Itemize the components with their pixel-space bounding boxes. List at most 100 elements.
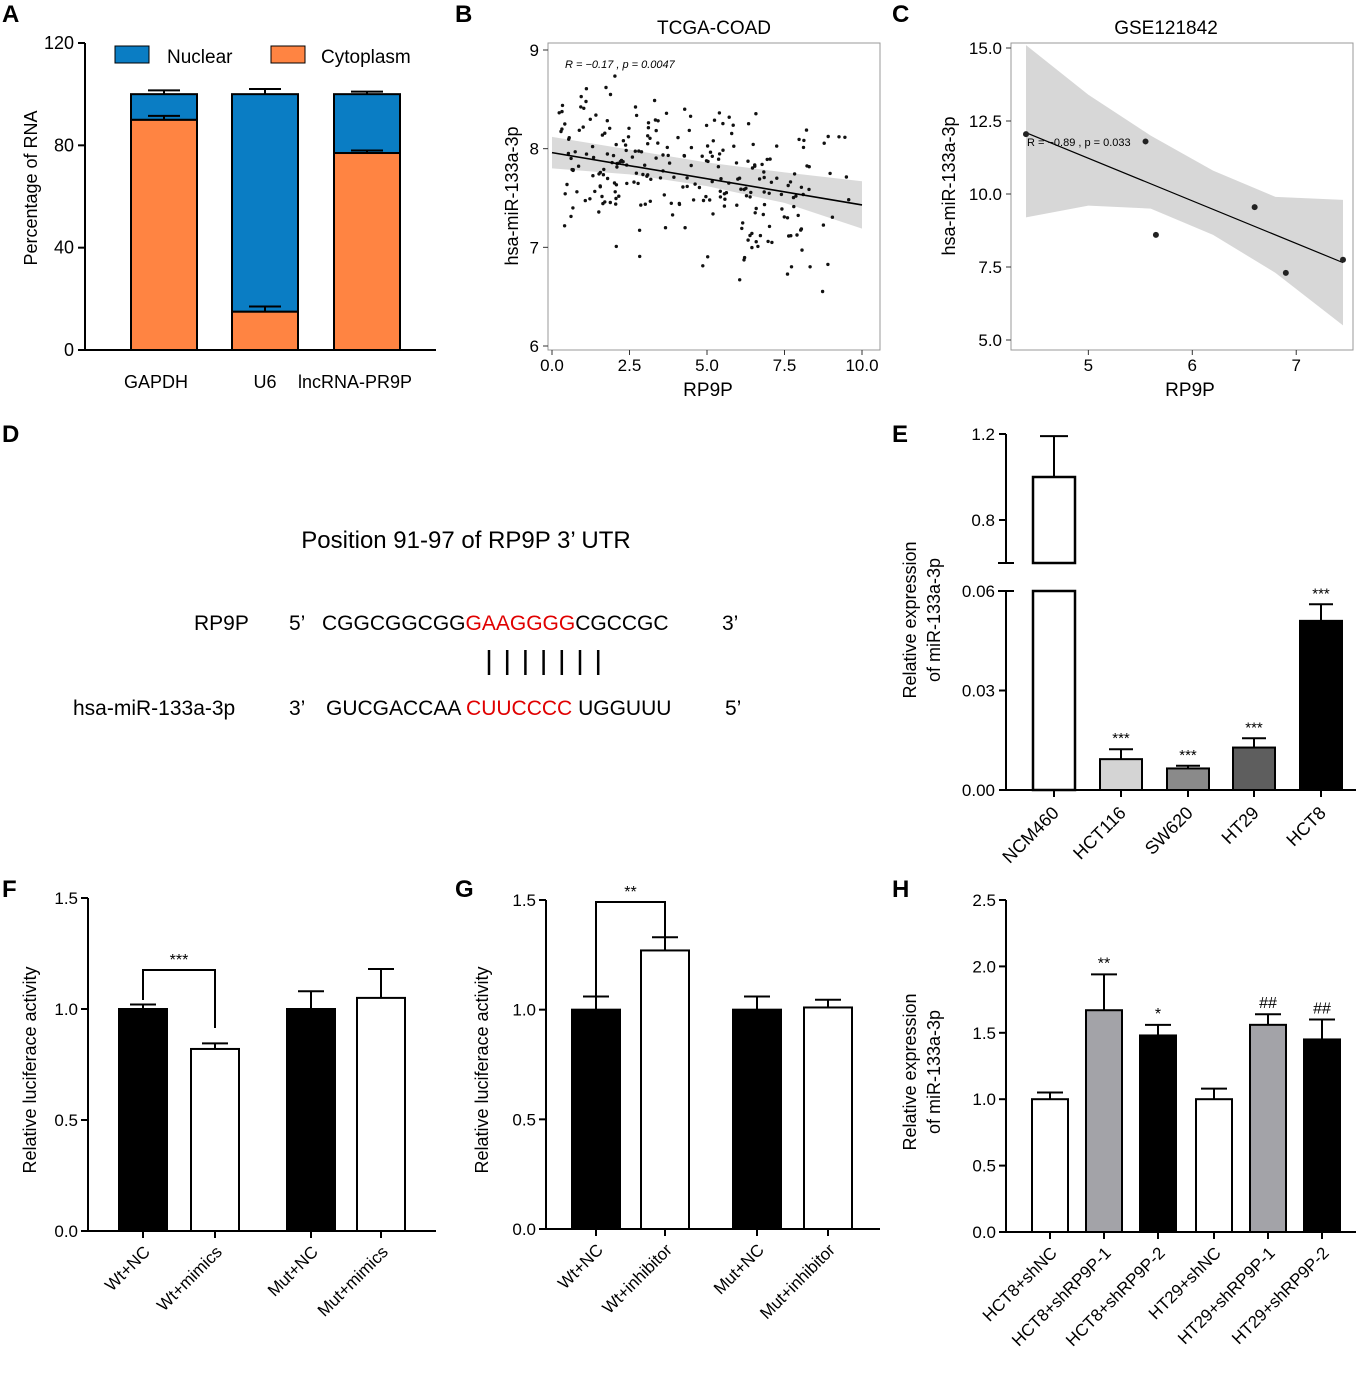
panel-b-point	[584, 87, 589, 91]
panel-b-point	[716, 165, 721, 169]
panel-b-point	[653, 118, 658, 122]
panel-b-point	[734, 161, 739, 165]
panel-b-point	[663, 226, 668, 230]
panel-b-point	[757, 177, 762, 181]
panel-g-y-tick-label: 0.5	[512, 1110, 536, 1129]
panel-b-point	[799, 185, 804, 189]
panel-c-title: GSE121842	[1114, 18, 1218, 39]
panel-b-point	[625, 181, 629, 186]
panel-b-point	[794, 194, 798, 198]
panel-b-point	[664, 111, 669, 116]
panel-h-bar-ht29-shrp9p-1	[1249, 1023, 1287, 1234]
panel-c-y-tick-label: 10.0	[969, 185, 1002, 204]
panel-b-point	[796, 213, 800, 218]
panel-label-c: C	[892, 1, 909, 28]
panel-f-y-tick-label: 1.5	[54, 889, 78, 908]
panel-b-point	[700, 154, 704, 158]
panel-c-x-tick-label: 6	[1188, 356, 1197, 375]
panel-b-point	[626, 135, 631, 139]
panel-b-point	[557, 111, 561, 115]
panel-b-point	[648, 199, 652, 203]
panel-h-x-label: HCT8+shRP9P-1	[1008, 1243, 1115, 1350]
panel-e-bar-chart: 0.00 0.03 0.06 0.8 1.2 NCM460 *** HCT116 *** SW6…	[900, 425, 1356, 867]
panel-a-y-tick-label: 120	[44, 33, 74, 53]
panel-b-point	[566, 151, 571, 156]
bar-nuclear-lncrna-pr9p	[333, 93, 401, 155]
panel-b-point	[677, 201, 681, 206]
panel-b-point	[701, 264, 705, 268]
panel-g-bar-mut-nc	[732, 1008, 782, 1231]
panel-b-point	[746, 159, 750, 163]
panel-b-point	[618, 160, 622, 164]
panel-c-x-tick-label: 7	[1291, 356, 1300, 375]
panel-c-annotation: R = −0.89 , p = 0.033	[1027, 137, 1131, 149]
panel-b-point	[704, 194, 708, 199]
panel-b-point	[721, 148, 725, 152]
panel-b-point	[689, 163, 693, 168]
panel-a-x-label: lncRNA-PR9P	[298, 372, 412, 392]
panel-b-y-label: hsa-miR-133a-3p	[502, 126, 522, 265]
panel-b-point	[744, 194, 749, 198]
panel-b-point	[767, 191, 771, 195]
panel-b-point	[770, 240, 774, 245]
panel-b-point	[801, 145, 806, 150]
panel-b-point	[603, 131, 607, 135]
panel-g-y-tick-label: 0.0	[512, 1220, 536, 1239]
panel-b-point	[588, 197, 592, 201]
panel-b-point	[597, 172, 601, 176]
panel-b-point	[723, 197, 727, 201]
panel-label-h: H	[892, 876, 909, 903]
panel-b-point	[754, 240, 758, 244]
panel-g-y-label: Relative luciferace activity	[472, 966, 492, 1173]
panel-b-point	[830, 215, 835, 219]
panel-b-point	[643, 163, 647, 167]
panel-b-point	[614, 142, 618, 147]
panel-e-x-label: HCT116	[1069, 803, 1130, 864]
panel-a-y-tick-label: 40	[54, 238, 74, 258]
panel-e-y-tick-label: 0.8	[971, 511, 995, 530]
panel-b-point	[597, 210, 601, 214]
panel-b-point	[708, 150, 713, 154]
panel-a-x-label: GAPDH	[124, 372, 188, 392]
panel-h-bar-ht29-shrp9p-1-significance: ##	[1259, 995, 1277, 1012]
panel-b-point	[804, 128, 809, 132]
panel-b-point	[820, 289, 825, 294]
panel-b-point	[750, 245, 754, 250]
panel-b-point	[738, 278, 742, 282]
panel-b-point	[654, 156, 658, 160]
panel-b-point	[847, 198, 851, 202]
panel-g-bracket-label: **	[624, 884, 636, 901]
panel-g-y-tick-label: 1.0	[512, 1001, 536, 1020]
panel-b-point	[688, 114, 693, 119]
panel-b-point	[785, 272, 790, 276]
panel-label-b: B	[455, 1, 472, 28]
panel-b-point	[762, 175, 766, 180]
panel-b-point	[712, 118, 717, 122]
mir-seq-pre: GUCGACCAA	[326, 697, 461, 720]
panel-b-title: TCGA-COAD	[657, 18, 771, 39]
bar-hct8	[1299, 619, 1343, 791]
panel-b-point	[633, 105, 638, 109]
panel-h-x-label: HCT8+shRP9P-2	[1062, 1243, 1169, 1350]
panel-e-y-label-line1: Relative expression	[900, 541, 920, 698]
panel-h-bar-hct8-shrp9p-1	[1085, 1009, 1123, 1233]
panel-c-point	[1152, 231, 1159, 238]
panel-g-bar-mut-inhibitor	[803, 1006, 853, 1230]
panel-b-point	[735, 203, 739, 207]
panel-b-point	[636, 181, 640, 186]
panel-b-point	[706, 159, 710, 164]
panel-b-point	[727, 115, 731, 119]
panel-b-annotation: R = −0.17 , p = 0.0047	[565, 59, 676, 71]
panel-b-point	[685, 184, 689, 189]
panel-label-d: D	[2, 421, 19, 448]
panel-b-point	[795, 233, 799, 237]
panel-c-y-tick-label: 12.5	[969, 112, 1002, 131]
mir-seq-post: UGGUUU	[578, 697, 671, 720]
panel-b-point	[683, 107, 687, 111]
panel-b-point	[605, 152, 610, 156]
panel-b-point	[710, 179, 714, 184]
panel-g-y-tick-label: 1.5	[512, 891, 536, 910]
panel-b-point	[716, 157, 721, 161]
panel-b-point	[623, 143, 628, 147]
